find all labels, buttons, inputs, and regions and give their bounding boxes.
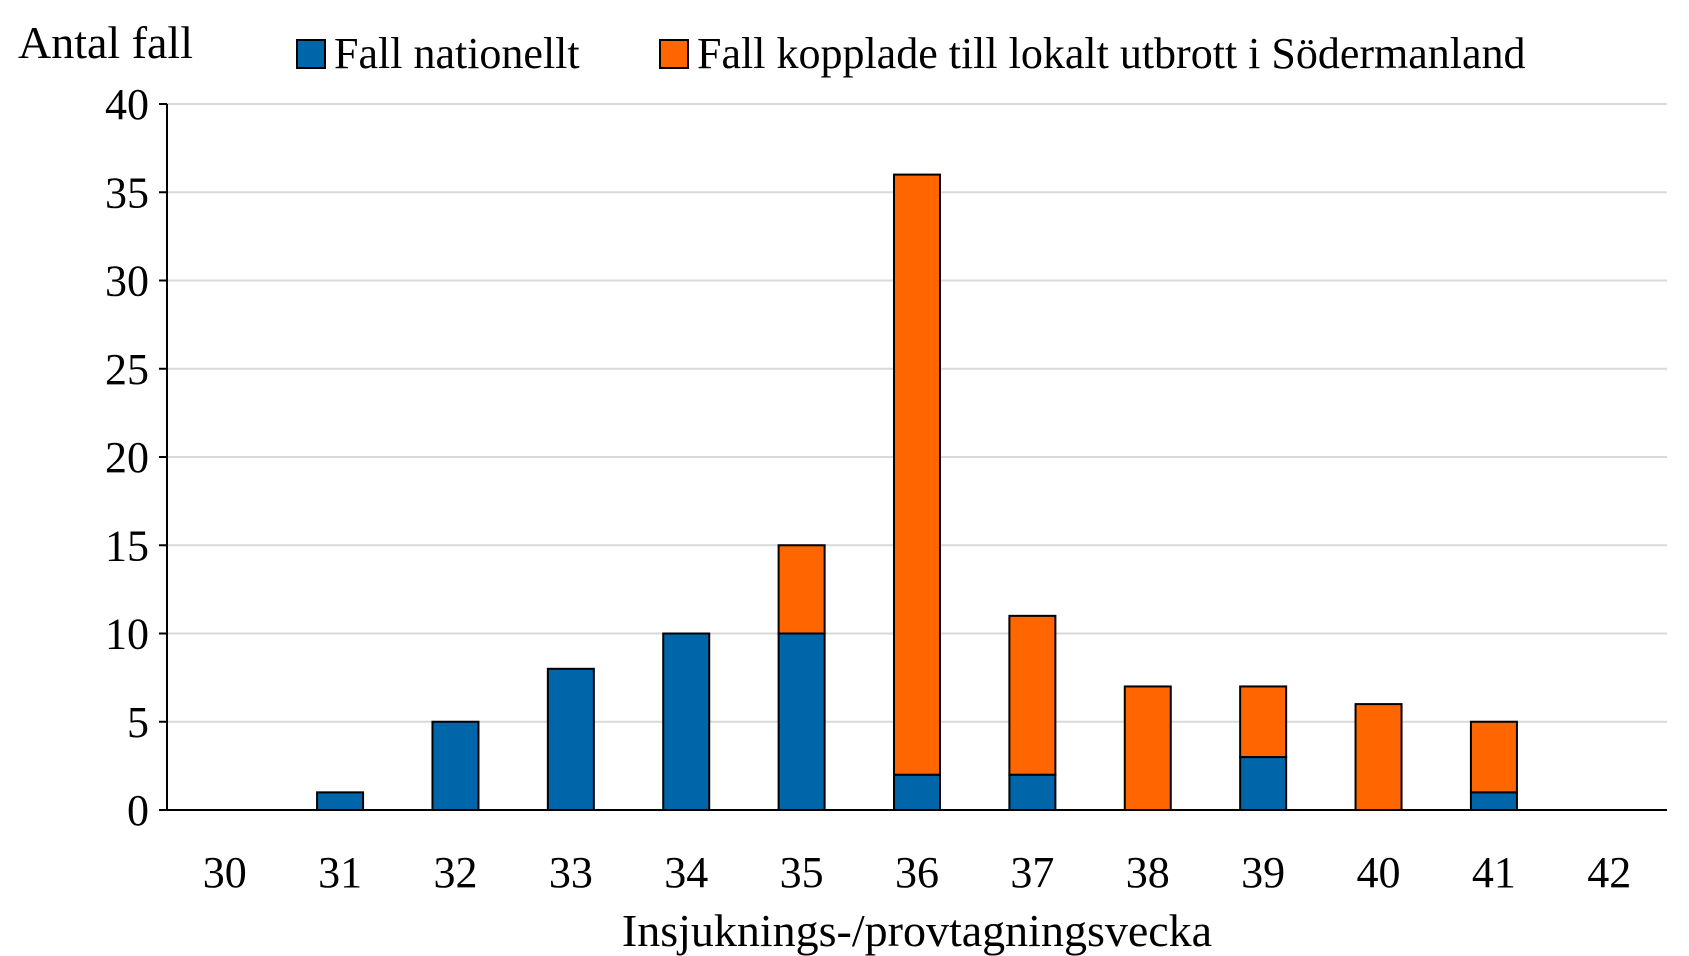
y-tick-label: 40	[105, 80, 149, 129]
y-tick-label: 35	[105, 168, 149, 217]
x-tick-label: 34	[664, 848, 708, 897]
legend-swatch-local	[659, 39, 689, 69]
bar-segment-local	[1123, 685, 1172, 812]
x-tick-label: 33	[549, 848, 593, 897]
legend: Fall nationellt Fall kopplade till lokal…	[296, 29, 1526, 78]
x-tick-label: 31	[318, 848, 362, 897]
bar-segment-national	[893, 773, 941, 812]
x-tick-label: 35	[780, 848, 824, 897]
y-tick-label: 25	[105, 345, 149, 394]
bar-segment-local	[1008, 614, 1057, 776]
legend-swatch-national	[296, 39, 326, 69]
legend-label-national: Fall nationellt	[334, 29, 580, 78]
bar-segment-national	[431, 720, 480, 811]
bar-segment-local	[893, 173, 941, 776]
x-tick-label: 32	[433, 848, 477, 897]
x-tick-label: 40	[1357, 848, 1401, 897]
y-tick-label: 20	[105, 433, 149, 482]
y-tick-label: 10	[105, 610, 149, 659]
bar-segment-local	[1469, 720, 1518, 794]
x-tick-label: 41	[1472, 848, 1516, 897]
x-tick-label: 30	[203, 848, 247, 897]
bars	[316, 173, 1518, 812]
y-tick-label: 30	[105, 257, 149, 306]
bar-segment-national	[316, 791, 365, 811]
x-tick-label: 39	[1241, 848, 1285, 897]
bar-segment-local	[1239, 685, 1288, 759]
x-tick-label: 38	[1126, 848, 1170, 897]
y-tick-label: 0	[127, 786, 149, 835]
bar-segment-local	[1354, 703, 1403, 811]
bar-segment-national	[1469, 791, 1518, 811]
x-tick-label: 42	[1587, 848, 1631, 897]
bar-segment-national	[777, 632, 826, 811]
y-tick-label: 5	[127, 698, 149, 747]
bar-segment-national	[1008, 773, 1057, 812]
x-tick-labels: 30 31 32 33 34 35 36 37 38 39 40 41 42	[203, 848, 1632, 897]
x-tick-label: 37	[1010, 848, 1054, 897]
bar-segment-local	[777, 544, 826, 635]
y-tick-label: 15	[105, 521, 149, 570]
bar-segment-national	[1239, 756, 1288, 811]
x-axis-title: Insjuknings-/provtagningsvecka	[622, 905, 1212, 956]
y-tick-labels: 0 5 10 15 20 25 30 35 40	[105, 80, 167, 835]
x-tick-label: 36	[895, 848, 939, 897]
y-axis-title: Antal fall	[18, 17, 193, 68]
bar-segment-national	[546, 667, 595, 811]
legend-label-local: Fall kopplade till lokalt utbrott i Söde…	[697, 29, 1526, 78]
bar-segment-national	[662, 632, 711, 811]
